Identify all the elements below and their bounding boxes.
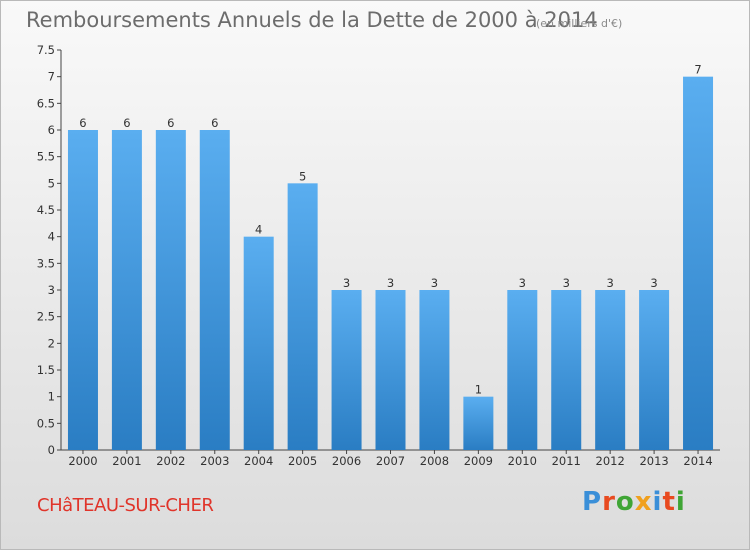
bar[interactable] — [67, 130, 98, 450]
bar[interactable] — [287, 183, 318, 451]
x-tick-label: 2003 — [200, 454, 229, 468]
x-tick-label: 2006 — [332, 454, 361, 468]
data-label: 3 — [519, 276, 526, 290]
x-tick-label: 2005 — [288, 454, 317, 468]
data-label: 6 — [123, 116, 130, 130]
y-tick-label: 3 — [48, 283, 55, 297]
data-label: 1 — [475, 383, 482, 397]
data-label: 3 — [650, 276, 657, 290]
logo-letter: r — [602, 487, 616, 517]
data-label: 6 — [79, 116, 86, 130]
proxiti-logo[interactable]: Proxiti — [582, 487, 686, 517]
bar[interactable] — [463, 396, 494, 450]
data-label: 3 — [431, 276, 438, 290]
x-axis-ticks: 2000 2001 2002 2003 2004 2005 2006 2007 2008 2009… — [68, 450, 713, 468]
bar[interactable] — [419, 290, 450, 450]
y-tick-label: 1 — [48, 390, 55, 404]
logo-letter: i — [652, 487, 663, 517]
y-tick-label: 5.5 — [37, 150, 55, 164]
data-label: 7 — [694, 63, 701, 77]
logo-letter: P — [582, 487, 603, 517]
bar[interactable] — [507, 290, 538, 450]
x-tick-label: 2012 — [596, 454, 625, 468]
x-tick-label: 2002 — [156, 454, 185, 468]
y-tick-label: 0 — [48, 443, 55, 457]
x-tick-label: 2009 — [464, 454, 493, 468]
bar[interactable] — [243, 236, 274, 450]
data-label: 3 — [563, 276, 570, 290]
logo-letter: i — [675, 487, 686, 517]
logo-letter: x — [634, 487, 653, 517]
x-tick-label: 2013 — [639, 454, 668, 468]
data-label: 4 — [255, 223, 262, 237]
logo-letter: t — [662, 487, 676, 517]
x-tick-label: 2007 — [376, 454, 405, 468]
y-axis-ticks: 0 0.5 1 1.5 2 2.5 3 3.5 4 4.5 5 5.5 6 6.5 7 7.5 — [37, 43, 61, 457]
data-label: 3 — [343, 276, 350, 290]
x-tick-label: 2010 — [508, 454, 537, 468]
x-tick-label: 2011 — [552, 454, 581, 468]
bar[interactable] — [595, 290, 626, 450]
bar[interactable] — [639, 290, 670, 450]
y-tick-label: 5 — [48, 176, 55, 190]
data-label: 5 — [299, 169, 306, 183]
bar-chart: 0 0.5 1 1.5 2 2.5 3 3.5 4 4.5 5 5.5 6 6.5 7 7.5 6 6 6 6 4 5 3… — [37, 43, 720, 468]
x-tick-label: 2008 — [420, 454, 449, 468]
commune-name: CHâTEAU-SUR-CHER — [37, 495, 214, 516]
bar[interactable] — [155, 130, 186, 450]
bar[interactable] — [683, 76, 714, 451]
chart-unit-label: (en milliers d'€) — [536, 17, 623, 30]
y-tick-label: 1.5 — [37, 363, 55, 377]
bars: 6 6 6 6 4 5 3 3 3 1 3 3 3 3 7 — [67, 63, 714, 451]
data-label: 6 — [167, 116, 174, 130]
y-tick-label: 6 — [48, 123, 55, 137]
logo-letter: o — [615, 487, 635, 517]
data-label: 6 — [211, 116, 218, 130]
y-tick-label: 2.5 — [37, 310, 55, 324]
bar[interactable] — [551, 290, 582, 450]
y-tick-label: 0.5 — [37, 416, 55, 430]
data-label: 3 — [387, 276, 394, 290]
bar[interactable] — [199, 130, 230, 450]
y-tick-label: 7.5 — [37, 43, 55, 57]
x-tick-label: 2001 — [112, 454, 141, 468]
chart-title: Remboursements Annuels de la Dette de 20… — [26, 8, 598, 32]
bar[interactable] — [375, 290, 406, 450]
data-label: 3 — [607, 276, 614, 290]
y-tick-label: 7 — [48, 70, 55, 84]
y-tick-label: 6.5 — [37, 96, 55, 110]
y-tick-label: 3.5 — [37, 256, 55, 270]
x-tick-label: 2000 — [68, 454, 97, 468]
y-tick-label: 4 — [48, 230, 55, 244]
x-tick-label: 2014 — [683, 454, 712, 468]
y-tick-label: 2 — [48, 336, 55, 350]
bar[interactable] — [331, 290, 362, 450]
bar[interactable] — [111, 130, 142, 450]
y-tick-label: 4.5 — [37, 203, 55, 217]
x-tick-label: 2004 — [244, 454, 273, 468]
